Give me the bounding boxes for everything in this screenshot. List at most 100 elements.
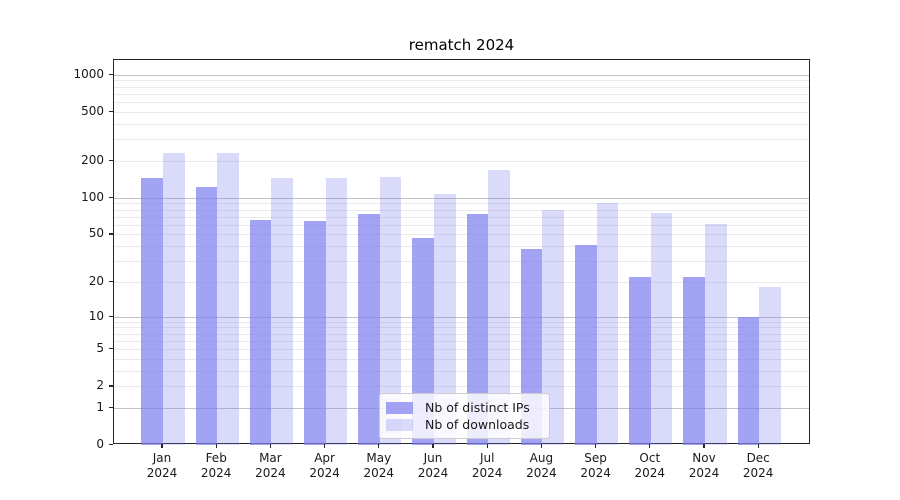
x-tick-month: Mar [259,451,282,465]
x-tick-mark [540,444,543,448]
x-tick-label: May 2024 [349,451,409,481]
y-tick-label: 1000 [73,66,104,81]
y-tick-mark [109,280,113,283]
x-tick-month: Aug [529,451,554,465]
bar-mar-distinct-ips [249,219,272,445]
minor-gridline [114,224,809,226]
x-tick-month: Jan [152,451,172,465]
x-tick-mark [757,444,759,448]
bar-apr-distinct-ips [303,220,326,445]
plot-area: Nb of distinct IPs Nb of downloads [113,59,810,445]
minor-gridline [114,80,809,82]
x-tick-month: Sep [584,451,607,465]
x-tick-month: Jun [423,451,443,465]
x-tick-year: 2024 [688,466,720,480]
y-tick-mark [109,347,113,350]
legend-row: Nb of distinct IPs [386,399,543,416]
minor-gridline [114,281,809,283]
minor-gridline [114,139,809,141]
x-tick-label: Mar 2024 [240,451,300,481]
bar-apr-downloads [325,177,348,445]
x-tick-mark [594,444,597,448]
y-tick-label: 5 [96,340,104,355]
x-tick-year: 2024 [634,466,666,480]
bar-jul-distinct-ips [466,214,489,445]
minor-gridline [114,111,809,113]
x-tick-year: 2024 [363,466,395,480]
x-tick-month: Jul [479,451,495,465]
legend-label: Nb of downloads [425,417,530,432]
minor-gridline [114,348,809,350]
x-tick-year: 2024 [526,466,557,480]
minor-gridline [114,340,809,342]
x-tick-year: 2024 [146,466,178,480]
minor-gridline [114,333,809,335]
y-tick-label: 10 [88,308,104,323]
x-tick-mark [323,444,326,448]
bar-oct-distinct-ips [629,276,651,445]
y-tick-label: 200 [81,152,104,167]
x-tick-month: Apr [314,451,335,465]
minor-gridline [114,209,809,211]
legend-swatch-distinct-ips [386,401,413,414]
bar-may-distinct-ips [358,214,380,445]
x-tick-mark [703,444,705,448]
y-tick-label: 1 [96,399,104,414]
minor-gridline [114,358,809,360]
minor-gridline [114,370,809,372]
bar-jan-downloads [163,152,185,445]
y-tick-mark [109,110,113,113]
y-tick-mark [109,233,113,235]
x-tick-year: 2024 [580,466,611,480]
x-tick-year: 2024 [417,466,449,480]
bar-feb-downloads [217,152,239,445]
x-tick-year: 2024 [471,466,503,480]
minor-gridline [114,216,809,218]
legend-label: Nb of distinct IPs [425,400,530,415]
minor-gridline [114,234,809,236]
x-tick-mark [269,444,272,448]
legend-row: Nb of downloads [386,416,543,433]
y-tick-mark [109,406,113,409]
y-tick-label: 20 [88,273,104,288]
y-tick-mark [109,73,113,76]
minor-gridline [114,86,809,88]
y-tick-label: 500 [81,103,104,118]
x-tick-label: Dec 2024 [728,451,788,481]
minor-gridline [114,93,809,95]
x-tick-mark [432,444,434,448]
minor-gridline [114,246,809,247]
minor-gridline [114,160,809,162]
bar-sep-distinct-ips [574,244,597,445]
bar-dec-downloads [759,287,781,445]
y-tick-mark [109,444,113,446]
x-tick-month: Oct [639,451,661,465]
x-tick-month: Nov [692,451,716,465]
y-tick-label: 2 [96,378,104,393]
bar-dec-distinct-ips [737,316,760,445]
bar-mar-downloads [271,178,294,445]
y-tick-label: 50 [88,226,104,241]
legend: Nb of distinct IPs Nb of downloads [379,393,550,439]
x-tick-year: 2024 [742,466,774,480]
x-tick-label: Feb 2024 [186,451,246,481]
chart-title: rematch 2024 [408,36,515,54]
bar-aug-downloads [542,209,565,445]
y-tick-label: 0 [96,437,104,451]
bar-oct-downloads [650,212,673,445]
y-tick-mark [109,315,113,317]
minor-gridline [114,123,809,125]
x-tick-mark [378,444,380,448]
x-tick-year: 2024 [309,466,340,480]
minor-gridline [114,386,809,388]
minor-gridline [114,102,809,104]
x-tick-label: Oct 2024 [620,451,680,481]
x-tick-month: Feb [205,451,227,465]
minor-gridline [114,321,809,323]
x-tick-mark [486,444,488,448]
major-gridline [114,74,809,76]
bar-nov-distinct-ips [683,276,705,445]
x-tick-label: Nov 2024 [674,451,734,481]
bar-jul-downloads [488,170,510,445]
